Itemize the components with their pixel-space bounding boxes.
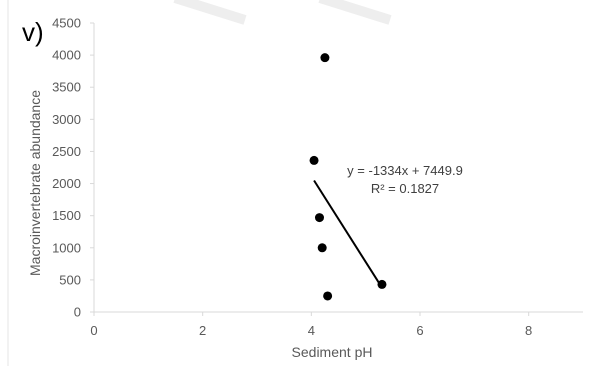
- x-tick-label: 4: [308, 323, 315, 338]
- trendline: [313, 179, 383, 289]
- watermark-stroke-1: [173, 0, 247, 25]
- y-axis-title: Macroinvertebrate abundance: [27, 90, 43, 276]
- trendline-annotation: y = -1334x + 7449.9 R² = 0.1827: [347, 163, 463, 196]
- data-point: [323, 291, 333, 301]
- y-tick-label: 1000: [52, 240, 81, 255]
- page-decoration: [7, 0, 392, 366]
- data-point: [314, 213, 324, 223]
- data-point: [320, 53, 330, 63]
- trendline-r-squared: R² = 0.1827: [371, 181, 439, 196]
- y-tick-label: 1500: [52, 208, 81, 223]
- plot-area: 0 500 1000 1500 2000 2500 3000 3500 4000 4500 0 2 4 6…: [52, 16, 583, 338]
- x-tick-label: 8: [525, 323, 532, 338]
- panel-label: v): [22, 17, 44, 47]
- y-tick-label: 0: [74, 305, 81, 320]
- watermark-stroke-2: [318, 0, 392, 25]
- data-point: [317, 243, 327, 253]
- y-tick-label: 2500: [52, 144, 81, 159]
- y-tick-label: 3000: [52, 112, 81, 127]
- x-tick-label: 6: [416, 323, 423, 338]
- trendline-equation: y = -1334x + 7449.9: [347, 163, 463, 178]
- y-tick-label: 4000: [52, 48, 81, 63]
- x-axis-title: Sediment pH: [292, 344, 373, 360]
- y-tick-label: 4500: [52, 16, 81, 31]
- y-tick-label: 3500: [52, 80, 81, 95]
- y-tick-label: 500: [59, 272, 81, 287]
- x-tick-label: 0: [90, 323, 97, 338]
- x-tick-label: 2: [199, 323, 206, 338]
- data-point: [309, 155, 319, 165]
- data-point: [377, 279, 387, 289]
- y-tick-label: 2000: [52, 176, 81, 191]
